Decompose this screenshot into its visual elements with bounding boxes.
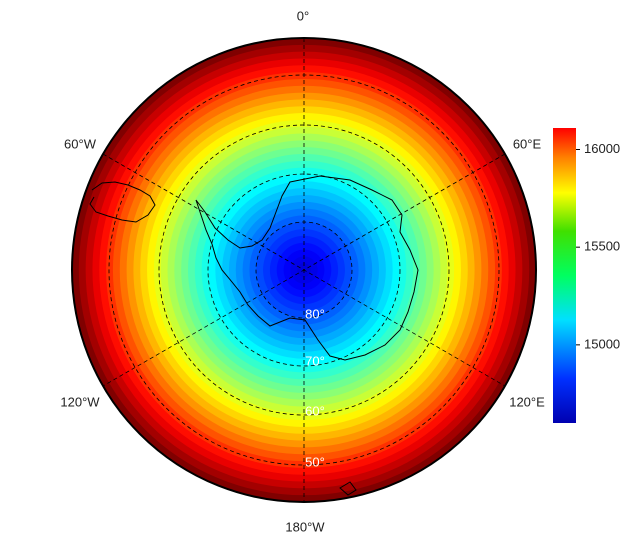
colorbar — [553, 128, 576, 423]
lon-label: 180°W — [285, 519, 325, 534]
coastlines — [89, 175, 419, 496]
map-border — [71, 37, 537, 503]
graticule — [102, 38, 506, 502]
colorbar-tick-label: 15000 — [584, 336, 620, 351]
colorbar-tick-label: 16000 — [584, 141, 620, 156]
lon-label: 0° — [297, 8, 309, 23]
lat-label: 80° — [305, 306, 325, 321]
lon-label: 120°E — [509, 394, 545, 409]
lat-label: 70° — [305, 353, 325, 368]
colorbar-tick-label: 15500 — [584, 239, 620, 254]
lon-label: 60°W — [64, 136, 97, 151]
lon-label: 120°W — [60, 394, 100, 409]
lat-label: 60° — [305, 403, 325, 418]
lon-label: 60°E — [513, 136, 542, 151]
lat-label: 50° — [305, 454, 325, 469]
